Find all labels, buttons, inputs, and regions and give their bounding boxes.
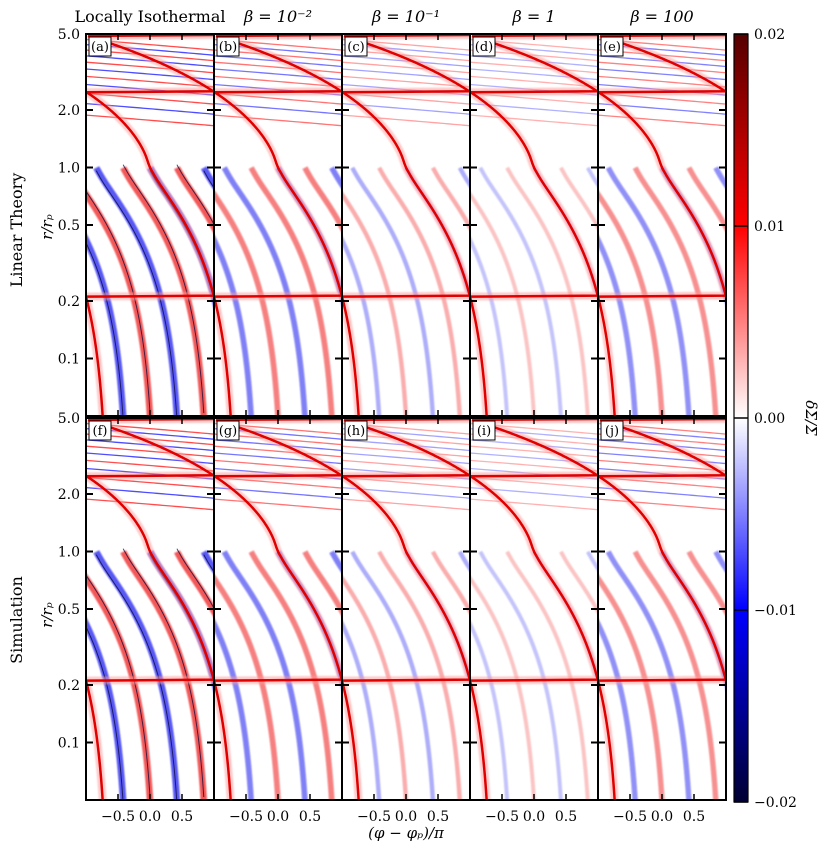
ytick-label: 0.1 <box>58 352 80 368</box>
panel-a: 0.1 0.2 0.5 1.0 2.0 5.0 (a) <box>58 27 215 417</box>
xtick-label: 0.0 <box>395 809 417 825</box>
xtick-label: −0.5 <box>229 809 263 825</box>
xtick-label: −0.5 <box>357 809 391 825</box>
xtick-label: −0.5 <box>101 809 135 825</box>
panel-d: (d) <box>469 33 599 417</box>
ylabel-top: r/rₚ <box>38 214 56 239</box>
panel-c: (c) <box>341 33 471 417</box>
xtick-label: 0.0 <box>651 809 673 825</box>
panel-g: −0.5 0.0 0.5 (g) <box>213 417 343 825</box>
panel-i: −0.5 0.0 0.5 (i) <box>469 417 599 825</box>
xtick-label: 0.5 <box>171 809 193 825</box>
panel-f: 0.1 0.2 0.5 1.0 2.0 5.0 −0.5 0.0 0.5 (f) <box>58 411 215 825</box>
xtick-label: −0.5 <box>485 809 519 825</box>
panel-label: (g) <box>219 424 237 439</box>
ytick-label: 1.0 <box>58 161 80 177</box>
xtick-label: −0.5 <box>613 809 647 825</box>
xtick-label: 0.5 <box>555 809 577 825</box>
column-title-1: Locally Isothermal <box>75 7 226 26</box>
panel-e: (e) <box>597 33 727 417</box>
ytick-label: 5.0 <box>58 411 80 427</box>
ylabel-bottom: r/rₚ <box>38 602 56 627</box>
panel-label: (c) <box>347 40 364 55</box>
xtick-label: 0.5 <box>683 809 705 825</box>
panel-j: −0.5 0.0 0.5 (j) <box>597 417 727 825</box>
colorbar-tick-label: 0.02 <box>754 27 785 43</box>
column-title-5: β = 100 <box>629 7 693 26</box>
ytick-label: 0.2 <box>58 294 80 310</box>
ytick-label: 5.0 <box>58 27 80 43</box>
row-label-linear-theory: Linear Theory <box>7 173 26 288</box>
ytick-label: 0.1 <box>58 736 80 752</box>
xtick-label: 0.5 <box>427 809 449 825</box>
panel-label: (a) <box>91 40 109 55</box>
xtick-label: 0.5 <box>299 809 321 825</box>
panel-label: (h) <box>347 424 366 439</box>
panel-label: (f) <box>93 424 108 439</box>
xtick-label: 0.0 <box>139 809 161 825</box>
ytick-label: 0.5 <box>58 602 80 618</box>
panel-label: (j) <box>605 424 619 439</box>
row-label-simulation: Simulation <box>7 576 26 664</box>
ytick-label: 0.2 <box>58 678 80 694</box>
panel-grid: 0.10.20.51.02.05.0(a) (b) (c) (d) (e)0.10.20… <box>58 27 727 825</box>
colorbar-tick-label: −0.01 <box>754 603 797 619</box>
panel-label: (b) <box>219 40 237 55</box>
panel-label: (i) <box>477 424 491 439</box>
xlabel: (φ − φₚ)/π <box>368 824 445 842</box>
ytick-label: 1.0 <box>58 545 80 561</box>
ytick-label: 2.0 <box>58 103 80 119</box>
panel-label: (e) <box>603 40 621 55</box>
column-title-4: β = 1 <box>511 7 555 26</box>
colorbar-tick-label: −0.02 <box>754 795 797 811</box>
xtick-label: 0.0 <box>523 809 545 825</box>
column-title-3: β = 10⁻¹ <box>371 7 440 26</box>
colorbar-tick-label: 0.00 <box>754 411 785 427</box>
colorbar-tick-label: 0.01 <box>754 219 785 235</box>
panel-b: (b) <box>213 33 343 417</box>
colorbar-ticks: −0.02 −0.01 0.00 0.01 0.02 <box>734 27 797 811</box>
xtick-label: 0.0 <box>267 809 289 825</box>
panel-label: (d) <box>475 40 493 55</box>
colorbar-label: δΣ/Σ <box>802 400 820 436</box>
ytick-label: 0.5 <box>58 218 80 234</box>
ytick-label: 2.0 <box>58 487 80 503</box>
column-title-2: β = 10⁻² <box>243 7 312 26</box>
panel-h: −0.5 0.0 0.5 (h) <box>341 417 471 825</box>
